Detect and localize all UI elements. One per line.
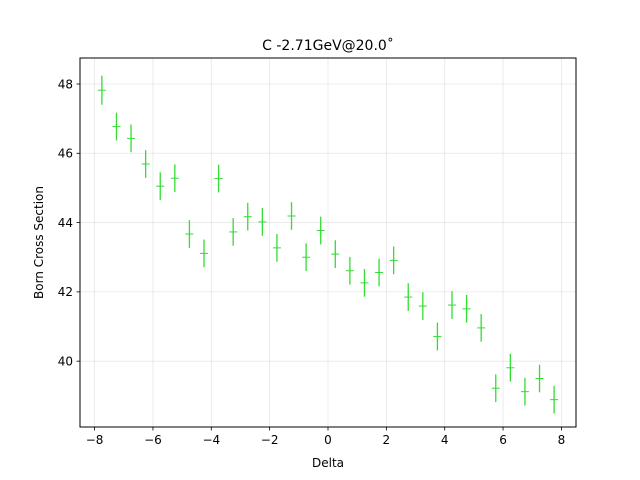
data-points [97,75,559,414]
data-point [214,164,223,193]
data-point [127,124,136,153]
x-tick-label: 2 [383,433,391,447]
data-point [506,353,515,382]
data-point [97,75,106,105]
data-point [287,202,296,230]
chart-title: C -2.71GeV@20.0˚ [262,37,394,54]
data-point [360,269,369,297]
data-point [200,239,208,268]
x-tick-label: 4 [441,433,449,447]
data-point [550,385,559,414]
data-point [112,112,121,141]
x-tick-label: −2 [261,433,279,447]
x-tick-label: 6 [499,433,507,447]
y-tick-label: 42 [58,285,73,299]
x-tick-label: −8 [86,433,104,447]
data-point [462,294,471,323]
y-tick-label: 40 [58,354,73,368]
data-point [185,220,194,248]
x-tick-label: 0 [324,433,332,447]
data-point [491,374,500,403]
data-point [404,283,413,311]
y-tick-label: 44 [58,216,73,230]
data-point [345,256,354,285]
data-point [243,202,252,231]
x-tick-label: −4 [202,433,220,447]
data-point [229,218,238,246]
data-point [418,292,427,320]
x-axis-ticks: −8 −6 −4 −2 0 2 4 6 8 [86,427,565,447]
data-point [389,246,398,275]
x-tick-label: −6 [144,433,162,447]
data-point [433,322,442,351]
y-tick-label: 48 [58,77,73,91]
data-point [141,150,150,178]
data-point [477,314,486,342]
data-point [520,377,529,406]
data-point [272,234,281,262]
data-point [448,291,456,319]
data-point [258,208,267,236]
data-point [331,240,340,268]
grid [80,58,576,427]
y-axis-label: Born Cross Section [32,186,46,299]
y-tick-label: 46 [58,147,73,161]
data-point [170,164,179,193]
data-point [375,258,384,287]
data-point [316,216,325,245]
x-axis-label: Delta [312,456,344,470]
data-point [535,364,544,393]
y-axis-ticks: 40 42 44 46 48 [58,77,80,368]
x-tick-label: 8 [558,433,566,447]
data-point [156,172,165,201]
data-point [302,243,311,272]
